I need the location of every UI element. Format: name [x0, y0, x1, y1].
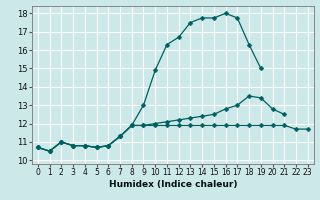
X-axis label: Humidex (Indice chaleur): Humidex (Indice chaleur) — [108, 180, 237, 189]
